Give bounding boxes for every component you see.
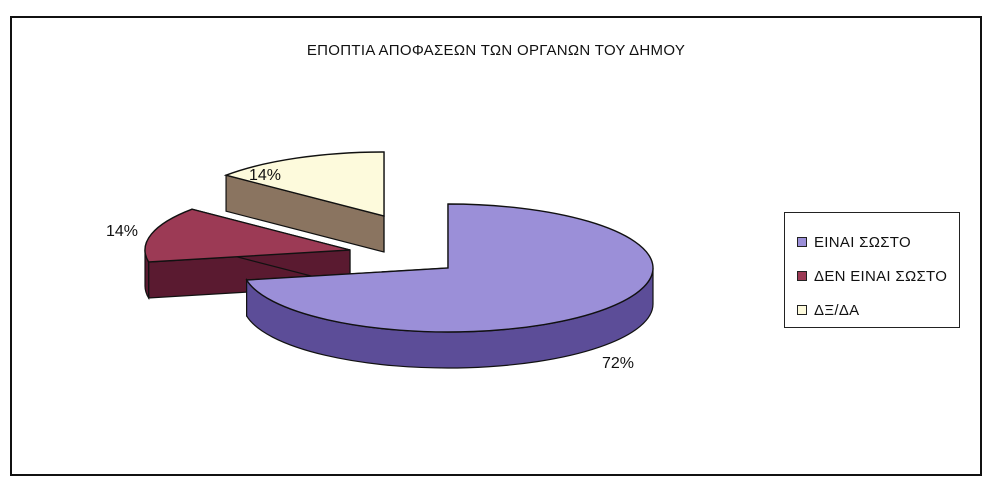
legend-item-0: ΕΙΝΑΙ ΣΩΣΤΟ	[797, 225, 959, 259]
chart-title: ΕΠΟΠΤΙΑ ΑΠΟΦΑΣΕΩΝ ΤΩΝ ΟΡΓΑΝΩΝ ΤΟΥ ΔΗΜΟΥ	[306, 42, 686, 59]
legend-swatch-2	[797, 305, 807, 315]
legend-swatch-1	[797, 271, 807, 281]
legend-label-0: ΕΙΝΑΙ ΣΩΣΤΟ	[814, 233, 911, 251]
legend-label-1: ΔΕΝ ΕΙΝΑΙ ΣΩΣΤΟ	[814, 267, 948, 285]
data-label-1: 14%	[106, 223, 138, 240]
legend-label-2: ΔΞ/ΔΑ	[814, 301, 860, 319]
legend-swatch-0	[797, 237, 807, 247]
chart-legend: ΕΙΝΑΙ ΣΩΣΤΟ ΔΕΝ ΕΙΝΑΙ ΣΩΣΤΟ ΔΞ/ΔΑ	[784, 212, 960, 328]
slice-2-top	[223, 151, 385, 217]
data-label-0: 72%	[602, 355, 634, 372]
slice-0-top	[245, 203, 654, 333]
legend-item-1: ΔΕΝ ΕΙΝΑΙ ΣΩΣΤΟ	[797, 259, 959, 293]
pie-tops	[144, 151, 654, 333]
data-label-2: 14%	[249, 167, 281, 184]
legend-item-2: ΔΞ/ΔΑ	[797, 293, 959, 327]
slice-1-top	[144, 208, 351, 263]
